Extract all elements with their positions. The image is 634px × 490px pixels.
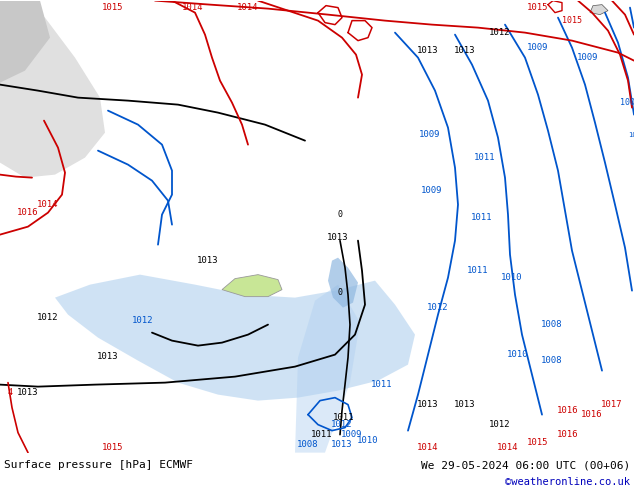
Text: 1013: 1013	[331, 440, 353, 449]
Text: 1015: 1015	[102, 443, 124, 452]
Text: 1010: 1010	[501, 273, 523, 282]
Text: 1013: 1013	[454, 46, 476, 55]
Text: 1013: 1013	[417, 46, 439, 55]
Text: 4: 4	[8, 388, 13, 397]
Text: 1015: 1015	[102, 3, 124, 12]
Text: 1016: 1016	[557, 430, 579, 439]
Text: 1013: 1013	[97, 352, 119, 361]
Text: 1016: 1016	[581, 410, 603, 419]
Text: 1014: 1014	[182, 3, 204, 12]
Text: Surface pressure [hPa] ECMWF: Surface pressure [hPa] ECMWF	[4, 460, 193, 470]
Text: 1012: 1012	[37, 313, 59, 322]
Text: 1015: 1015	[527, 438, 549, 447]
Text: 10: 10	[628, 132, 634, 138]
Text: 1008: 1008	[297, 440, 319, 449]
Text: 1012: 1012	[489, 28, 511, 37]
Text: 1013: 1013	[454, 400, 476, 409]
Polygon shape	[328, 258, 358, 308]
Text: 1013: 1013	[17, 388, 39, 397]
Text: 1014: 1014	[497, 443, 519, 452]
Text: We 29-05-2024 06:00 UTC (00+06): We 29-05-2024 06:00 UTC (00+06)	[421, 460, 630, 470]
Text: 1012: 1012	[427, 303, 449, 312]
Text: 1008: 1008	[541, 320, 563, 329]
Text: 0: 0	[337, 288, 342, 297]
Polygon shape	[0, 0, 50, 83]
Text: 1011: 1011	[333, 413, 355, 422]
Polygon shape	[295, 285, 360, 453]
Polygon shape	[222, 274, 282, 296]
Text: 1015: 1015	[527, 3, 549, 12]
Text: 1009: 1009	[421, 186, 443, 195]
Text: 1013: 1013	[417, 400, 439, 409]
Text: 1009: 1009	[620, 98, 634, 107]
Text: 1012: 1012	[133, 316, 154, 325]
Polygon shape	[0, 0, 105, 177]
Text: 1009: 1009	[341, 430, 363, 439]
Text: 1012: 1012	[331, 420, 353, 429]
Text: 1010: 1010	[507, 350, 529, 359]
Text: 1016: 1016	[17, 208, 39, 217]
Text: 1008: 1008	[541, 356, 563, 365]
Text: 1009: 1009	[527, 43, 549, 52]
Text: 1009: 1009	[419, 130, 441, 139]
Text: 1014: 1014	[37, 200, 59, 209]
Text: 1011: 1011	[474, 153, 496, 162]
Text: 1016: 1016	[557, 406, 579, 415]
Polygon shape	[55, 274, 415, 401]
Text: ©weatheronline.co.uk: ©weatheronline.co.uk	[505, 477, 630, 487]
Text: 1010: 1010	[357, 436, 378, 445]
Text: 1015: 1015	[562, 16, 582, 25]
Text: 1017: 1017	[601, 400, 623, 409]
Text: 1013: 1013	[327, 233, 349, 242]
Text: 1011: 1011	[372, 380, 392, 389]
Text: 0: 0	[337, 210, 342, 219]
Text: 1013: 1013	[197, 256, 219, 265]
Text: 1011: 1011	[311, 430, 333, 439]
Text: 1014: 1014	[237, 3, 259, 12]
Text: 1011: 1011	[471, 213, 493, 222]
Text: 1012: 1012	[489, 420, 511, 429]
Text: 1009: 1009	[577, 53, 598, 62]
Text: 1011: 1011	[467, 266, 489, 275]
Polygon shape	[590, 4, 608, 15]
Text: 1014: 1014	[417, 443, 439, 452]
